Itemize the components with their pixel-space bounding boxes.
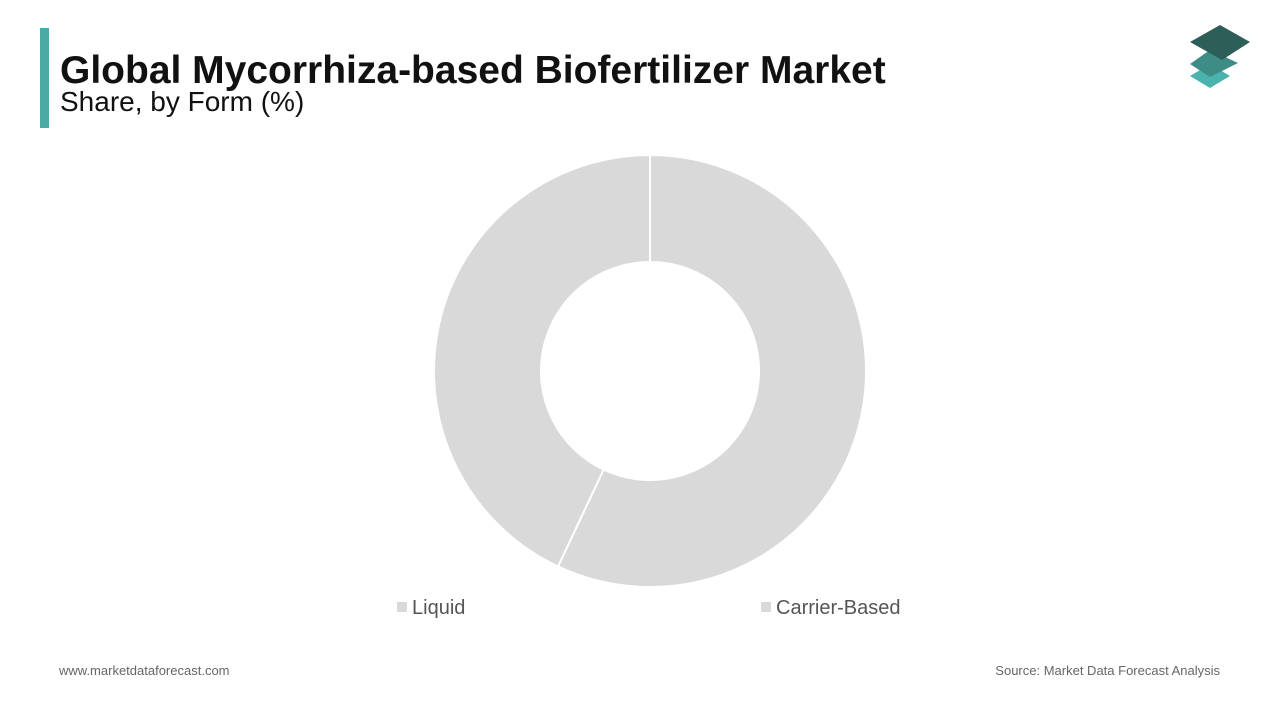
legend-label: Carrier-Based bbox=[776, 597, 900, 619]
donut-segment bbox=[433, 153, 651, 568]
chart-title: Global Mycorrhiza-based Biofertilizer Ma… bbox=[60, 49, 886, 92]
chart-subtitle: Share, by Form (%) bbox=[60, 86, 304, 117]
legend-label: Liquid bbox=[412, 597, 465, 619]
footer-website: www.marketdataforecast.com bbox=[58, 663, 230, 678]
legend-marker bbox=[761, 602, 771, 612]
title-accent bbox=[40, 28, 49, 128]
footer-source: Source: Market Data Forecast Analysis bbox=[995, 663, 1220, 678]
logo bbox=[1190, 25, 1250, 88]
legend-marker bbox=[397, 602, 407, 612]
donut-segment bbox=[556, 153, 867, 588]
